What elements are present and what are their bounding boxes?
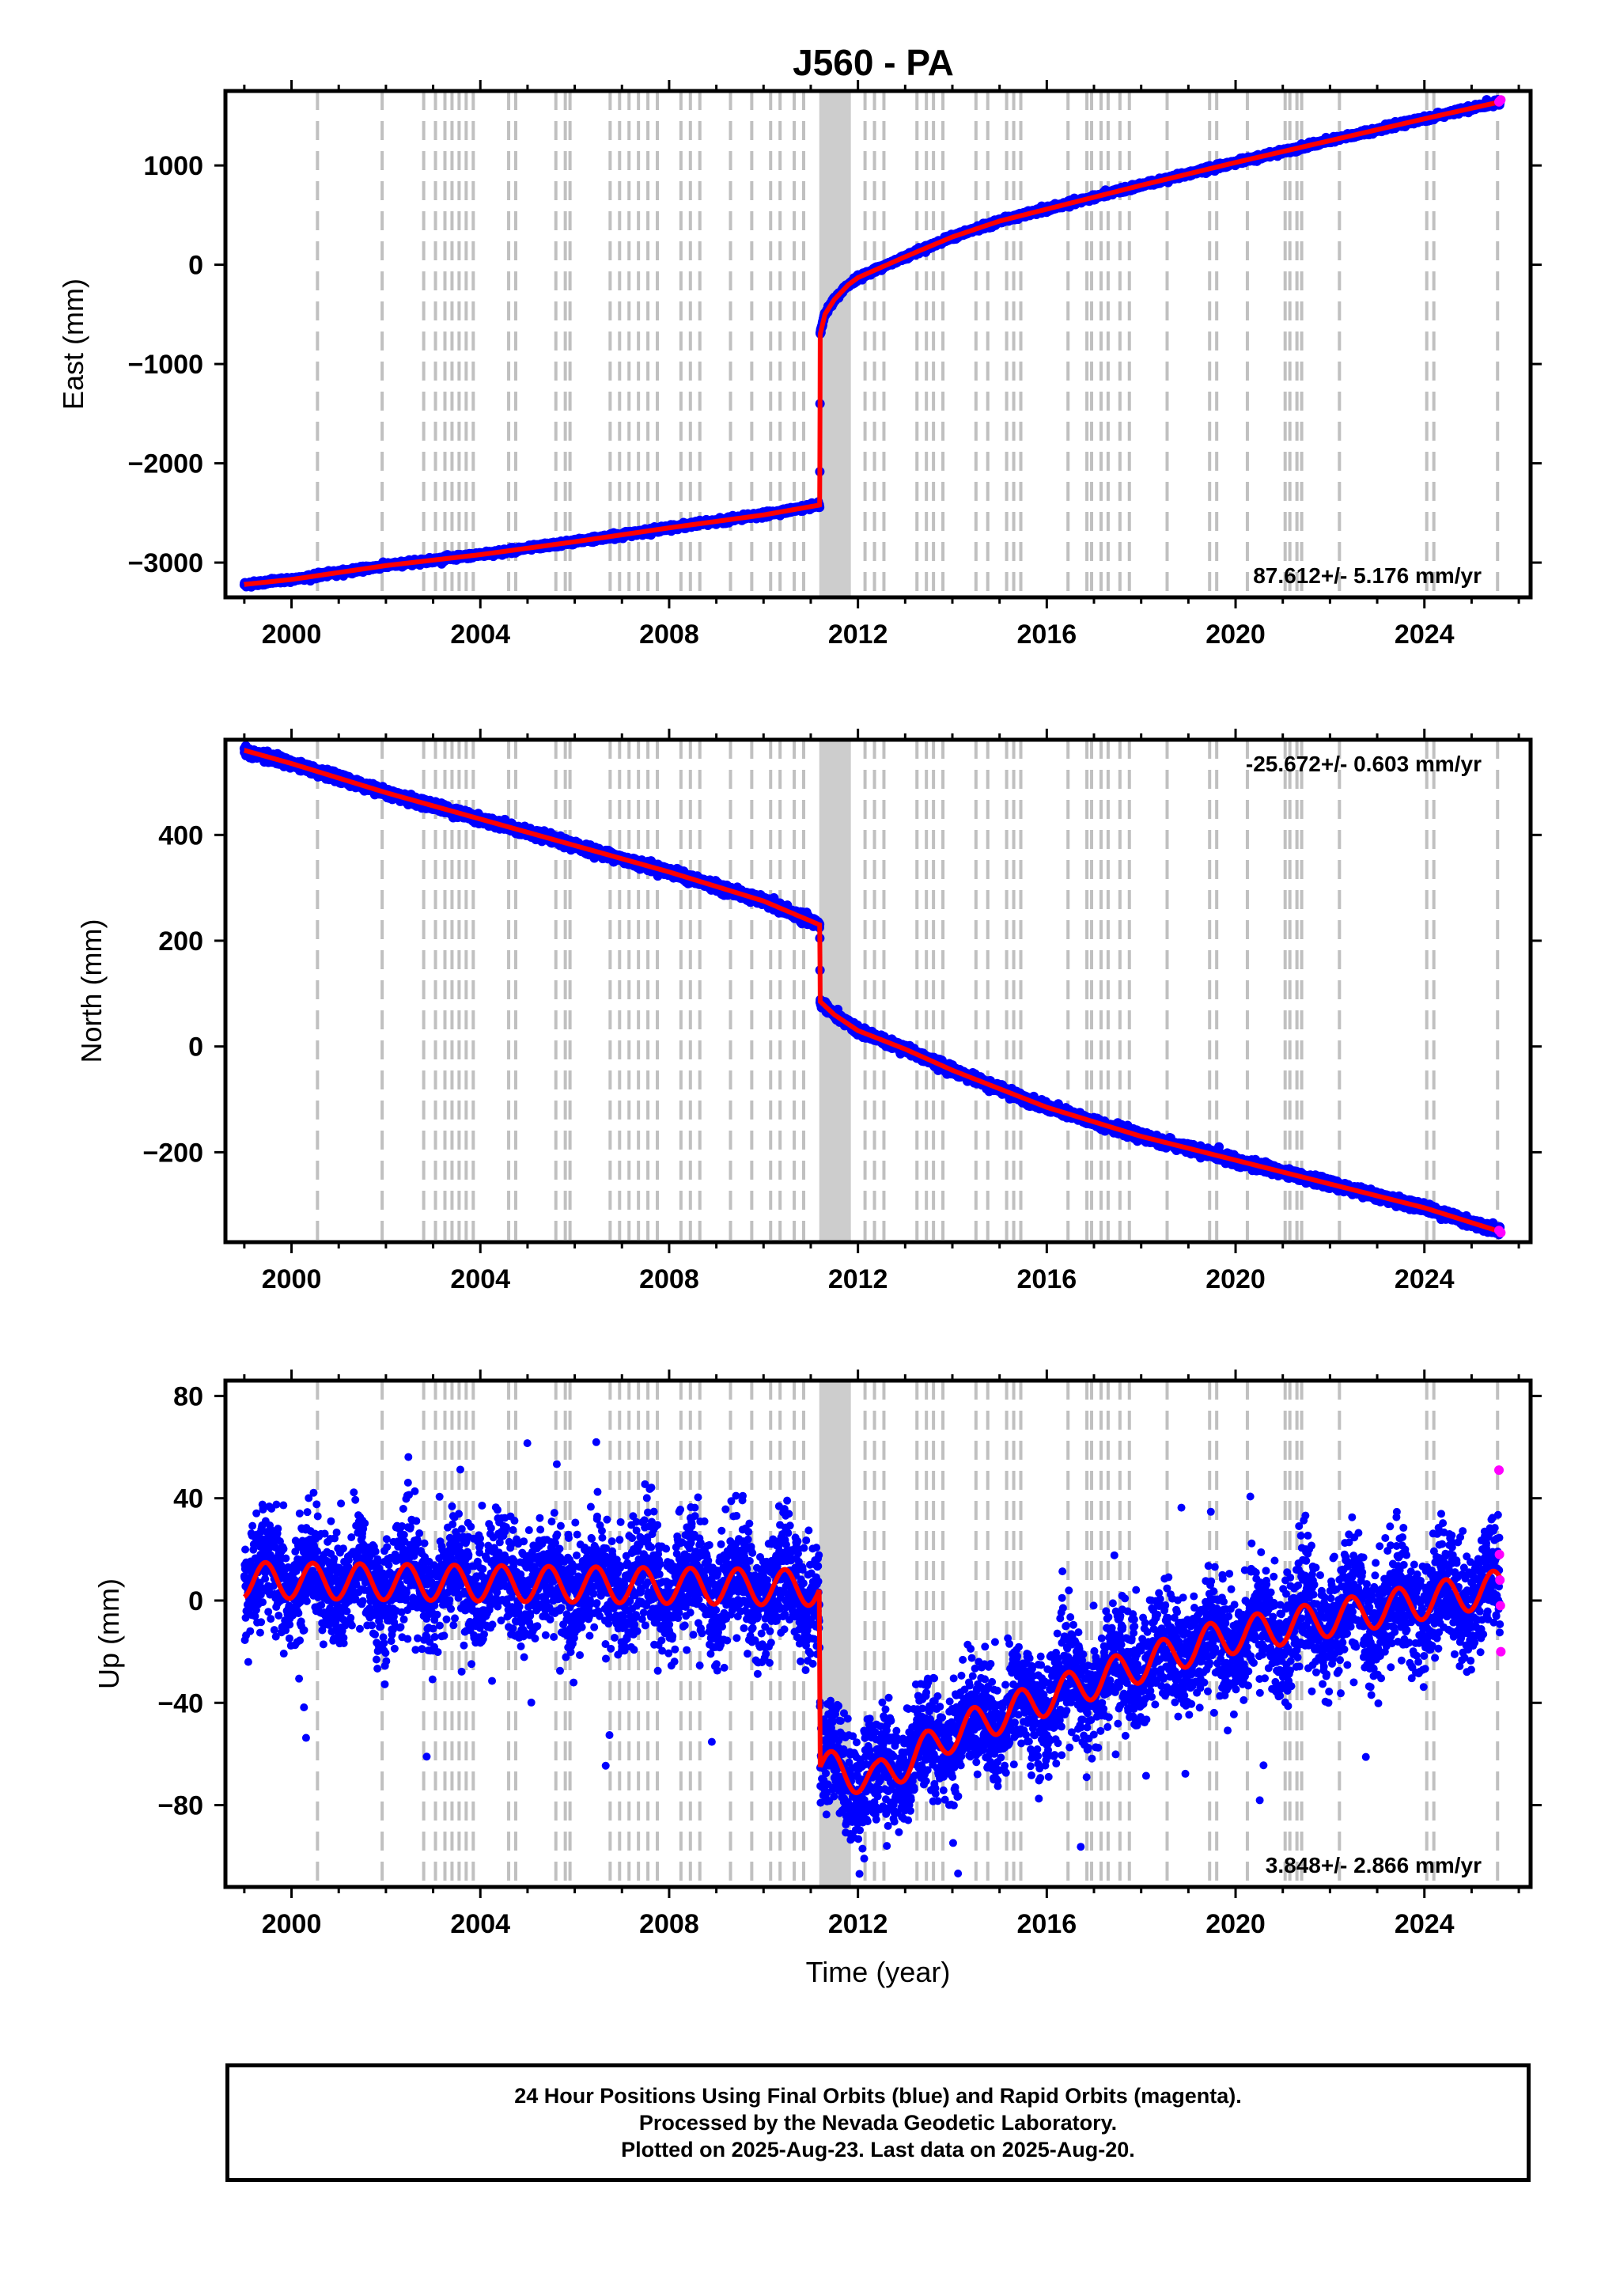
chart-title: J560 - PA xyxy=(793,42,954,83)
plot-content-east xyxy=(239,91,1506,597)
final-orbit-points-east xyxy=(239,95,1505,592)
event-band xyxy=(819,91,851,597)
panel-east: 2000 2004 2008 2012 2016 2020 2024−3000−2000−1… xyxy=(57,80,1542,650)
